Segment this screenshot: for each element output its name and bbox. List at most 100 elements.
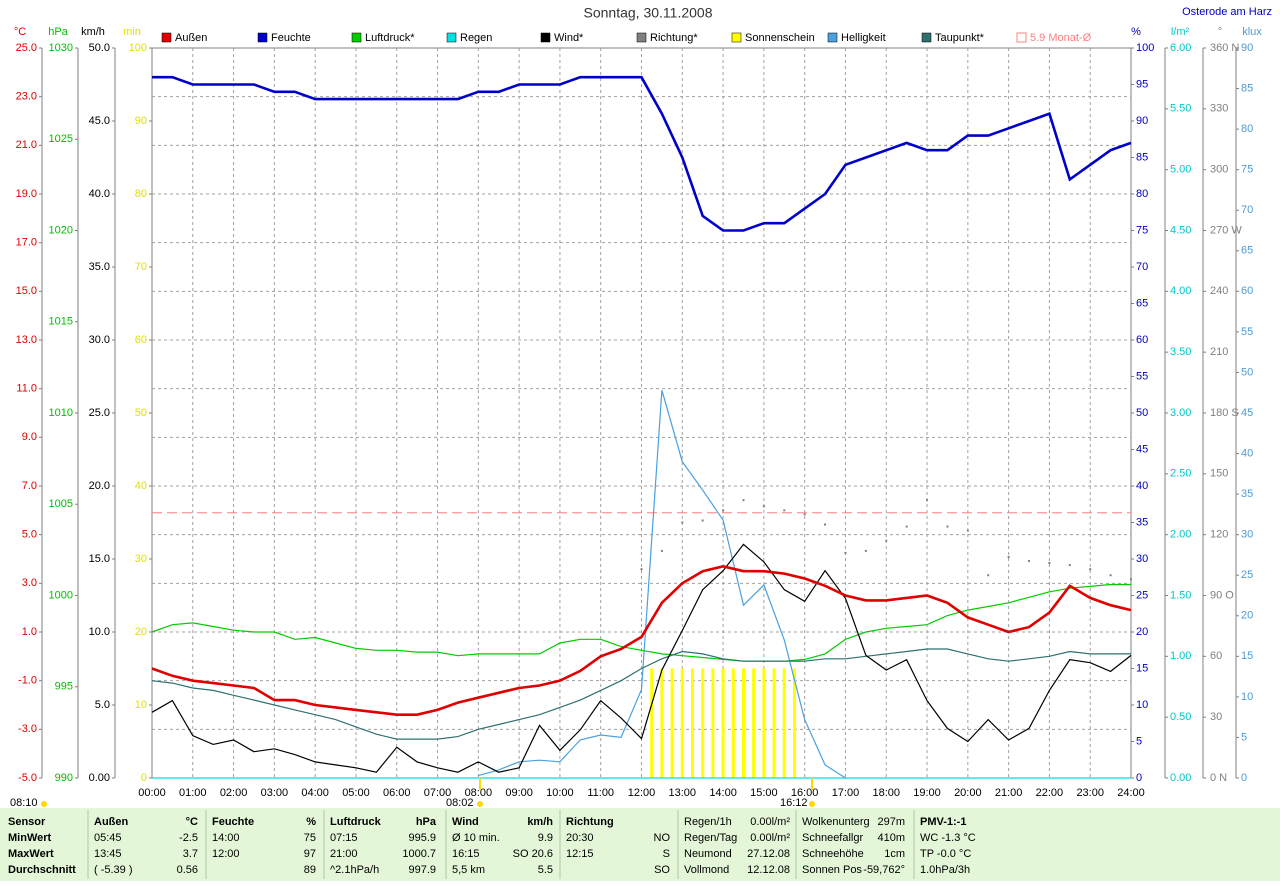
stat-label: 20:30 bbox=[566, 832, 594, 844]
stat-label: Feuchte bbox=[212, 816, 254, 828]
direction-dot bbox=[803, 513, 806, 516]
legend-swatch bbox=[257, 32, 268, 43]
legend-label: Feuchte bbox=[271, 32, 311, 44]
y-tick-label: 75 bbox=[1241, 164, 1253, 176]
y-tick-label: 0 bbox=[141, 772, 147, 784]
direction-dot bbox=[1048, 562, 1051, 565]
y-tick-label: 85 bbox=[1241, 82, 1253, 94]
sunshine-bar bbox=[711, 668, 715, 778]
direction-dot bbox=[701, 519, 704, 522]
y-tick-label: 0 N bbox=[1210, 772, 1227, 784]
y-tick-label: 100 bbox=[1136, 42, 1154, 54]
y-tick-label: 30 bbox=[1241, 529, 1253, 541]
y-tick-label: 990 bbox=[55, 772, 73, 784]
sunshine-bar bbox=[731, 668, 735, 778]
x-tick-label: 06:00 bbox=[383, 787, 411, 799]
stat-value: NO bbox=[654, 832, 671, 844]
stat-value: SO bbox=[654, 864, 670, 876]
y-tick-label: 20 bbox=[1136, 626, 1148, 638]
stat-label: Vollmond bbox=[684, 864, 729, 876]
x-tick-label: 00:00 bbox=[138, 787, 166, 799]
stat-label: Wind bbox=[452, 816, 479, 828]
stat-value: 89 bbox=[304, 864, 316, 876]
y-tick-label: 25.0 bbox=[89, 407, 110, 419]
y-tick-label: 15 bbox=[1241, 650, 1253, 662]
y-tick-label: 4.00 bbox=[1170, 285, 1191, 297]
stat-label: MaxWert bbox=[8, 848, 54, 860]
y-tick-label: 45 bbox=[1241, 407, 1253, 419]
y-tick-label: 5.00 bbox=[1170, 164, 1191, 176]
y-tick-label: 270 W bbox=[1210, 224, 1242, 236]
y-tick-label: 45 bbox=[1136, 443, 1148, 455]
y-tick-label: 5 bbox=[1241, 731, 1247, 743]
y-tick-label: 3.50 bbox=[1170, 346, 1191, 358]
y-tick-label: 60 bbox=[1136, 334, 1148, 346]
y-tick-label: -3.0 bbox=[18, 723, 37, 735]
stat-label: Luftdruck bbox=[330, 816, 382, 828]
x-tick-label: 03:00 bbox=[261, 787, 289, 799]
y-tick-label: 20.0 bbox=[89, 480, 110, 492]
stat-label: 07:15 bbox=[330, 832, 358, 844]
stat-value: 1000.7 bbox=[402, 848, 436, 860]
series-line bbox=[152, 75, 1132, 232]
y-tick-label: 0 bbox=[1136, 772, 1142, 784]
legend-swatch bbox=[540, 32, 551, 43]
y-tick-label: 10.0 bbox=[89, 626, 110, 638]
y-tick-label: -5.0 bbox=[18, 772, 37, 784]
stat-value: °C bbox=[186, 816, 198, 828]
sun-time: 08:02 bbox=[446, 797, 474, 809]
stat-label: Ø 10 min. bbox=[452, 832, 500, 844]
y-tick-label: 70 bbox=[1241, 204, 1253, 216]
direction-dot bbox=[1007, 555, 1010, 558]
direction-dot bbox=[885, 539, 888, 542]
y-tick-label: 90 bbox=[1241, 42, 1253, 54]
stat-value: hPa bbox=[416, 816, 437, 828]
direction-dot bbox=[762, 505, 765, 508]
stat-label: 12:15 bbox=[566, 848, 594, 860]
axis-unit: hPa bbox=[48, 26, 68, 38]
y-tick-label: 20 bbox=[135, 626, 147, 638]
location: Osterode am Harz bbox=[1182, 6, 1272, 18]
direction-dot bbox=[640, 568, 643, 571]
y-tick-label: 4.50 bbox=[1170, 224, 1191, 236]
sun-time: 16:12 bbox=[780, 797, 808, 809]
axis-unit: klux bbox=[1242, 26, 1262, 38]
sun-time: 08:10 bbox=[10, 797, 38, 809]
y-tick-label: 90 bbox=[135, 115, 147, 127]
stat-value: % bbox=[306, 816, 316, 828]
sunshine-bar bbox=[701, 668, 705, 778]
direction-dot bbox=[946, 525, 949, 528]
x-tick-label: 01:00 bbox=[179, 787, 207, 799]
direction-dot bbox=[722, 509, 725, 512]
y-tick-label: 80 bbox=[1241, 123, 1253, 135]
direction-dot bbox=[1028, 560, 1031, 563]
y-tick-label: 50 bbox=[135, 407, 147, 419]
legend-swatch bbox=[921, 32, 932, 43]
sunshine-bar bbox=[752, 668, 756, 778]
y-tick-label: -1.0 bbox=[18, 675, 37, 687]
x-tick-label: 21:00 bbox=[995, 787, 1023, 799]
x-tick-label: 23:00 bbox=[1076, 787, 1104, 799]
direction-dot bbox=[844, 551, 847, 554]
y-tick-label: 0 bbox=[1241, 772, 1247, 784]
stat-label: ^2.1hPa/h bbox=[330, 864, 379, 876]
sun-marker bbox=[809, 801, 815, 807]
sunshine-bar bbox=[680, 668, 684, 778]
stat-value: 410m bbox=[877, 832, 905, 844]
y-tick-label: 1025 bbox=[49, 133, 73, 145]
y-tick-label: 50 bbox=[1241, 366, 1253, 378]
y-tick-label: 65 bbox=[1136, 297, 1148, 309]
direction-dot bbox=[783, 509, 786, 512]
y-tick-label: 1.0 bbox=[22, 626, 37, 638]
y-tick-label: 70 bbox=[135, 261, 147, 273]
y-tick-label: 5.50 bbox=[1170, 103, 1191, 115]
y-tick-label: 6.00 bbox=[1170, 42, 1191, 54]
y-tick-label: 1015 bbox=[49, 316, 73, 328]
y-tick-label: 50.0 bbox=[89, 42, 110, 54]
stat-value: 5.5 bbox=[538, 864, 553, 876]
stat-label: Sonnen Pos bbox=[802, 864, 862, 876]
y-tick-label: 210 bbox=[1210, 346, 1228, 358]
y-tick-label: 1020 bbox=[49, 224, 73, 236]
y-tick-label: 1000 bbox=[49, 589, 73, 601]
